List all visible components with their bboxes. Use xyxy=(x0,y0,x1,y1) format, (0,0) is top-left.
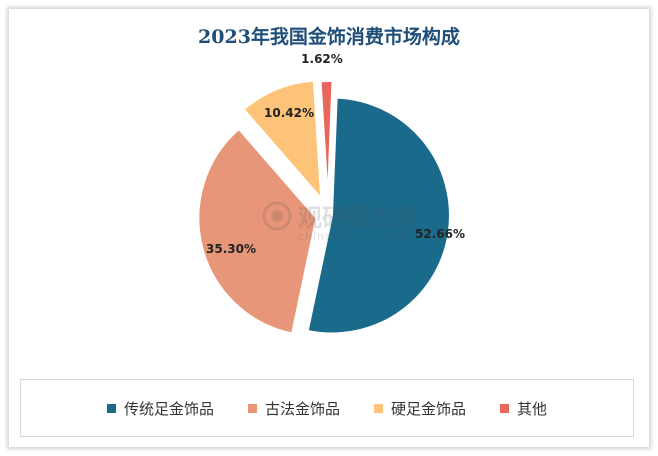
legend-label: 传统足金饰品 xyxy=(123,399,214,418)
legend-label: 古法金饰品 xyxy=(264,399,340,418)
legend-item-3: 硬足金饰品 xyxy=(374,398,466,419)
legend-swatch xyxy=(500,403,510,413)
watermark-logo-icon xyxy=(262,201,292,230)
legend-item-1: 传统足金饰品 xyxy=(106,398,214,419)
legend-label: 其他 xyxy=(517,399,548,418)
data-label-2: 35.30% xyxy=(206,242,256,256)
data-label-1: 52.66% xyxy=(415,227,465,241)
legend-swatch xyxy=(374,403,383,413)
pie-slice-2 xyxy=(197,127,318,335)
pie-slice-1 xyxy=(306,96,451,335)
pie-slice-4 xyxy=(319,80,334,200)
watermark-text: 观研报告网 xyxy=(298,204,418,232)
legend-item-2: 古法金饰品 xyxy=(247,398,340,419)
legend: 传统足金饰品 古法金饰品 硬足金饰品 其他 xyxy=(20,379,634,437)
legend-swatch xyxy=(106,403,116,413)
chart-title: 2023年我国金饰消费市场构成 xyxy=(198,26,460,48)
pie-slice-3 xyxy=(242,79,323,202)
watermark: 观研报告网 chinabaogao.com xyxy=(262,198,418,243)
data-label-4: 1.62% xyxy=(301,52,343,66)
legend-label: 硬足金饰品 xyxy=(391,399,467,418)
watermark-url: chinabaogao.com xyxy=(298,230,411,243)
data-label-3: 10.42% xyxy=(264,106,314,120)
legend-swatch xyxy=(247,403,257,413)
legend-item-4: 其他 xyxy=(500,398,547,419)
